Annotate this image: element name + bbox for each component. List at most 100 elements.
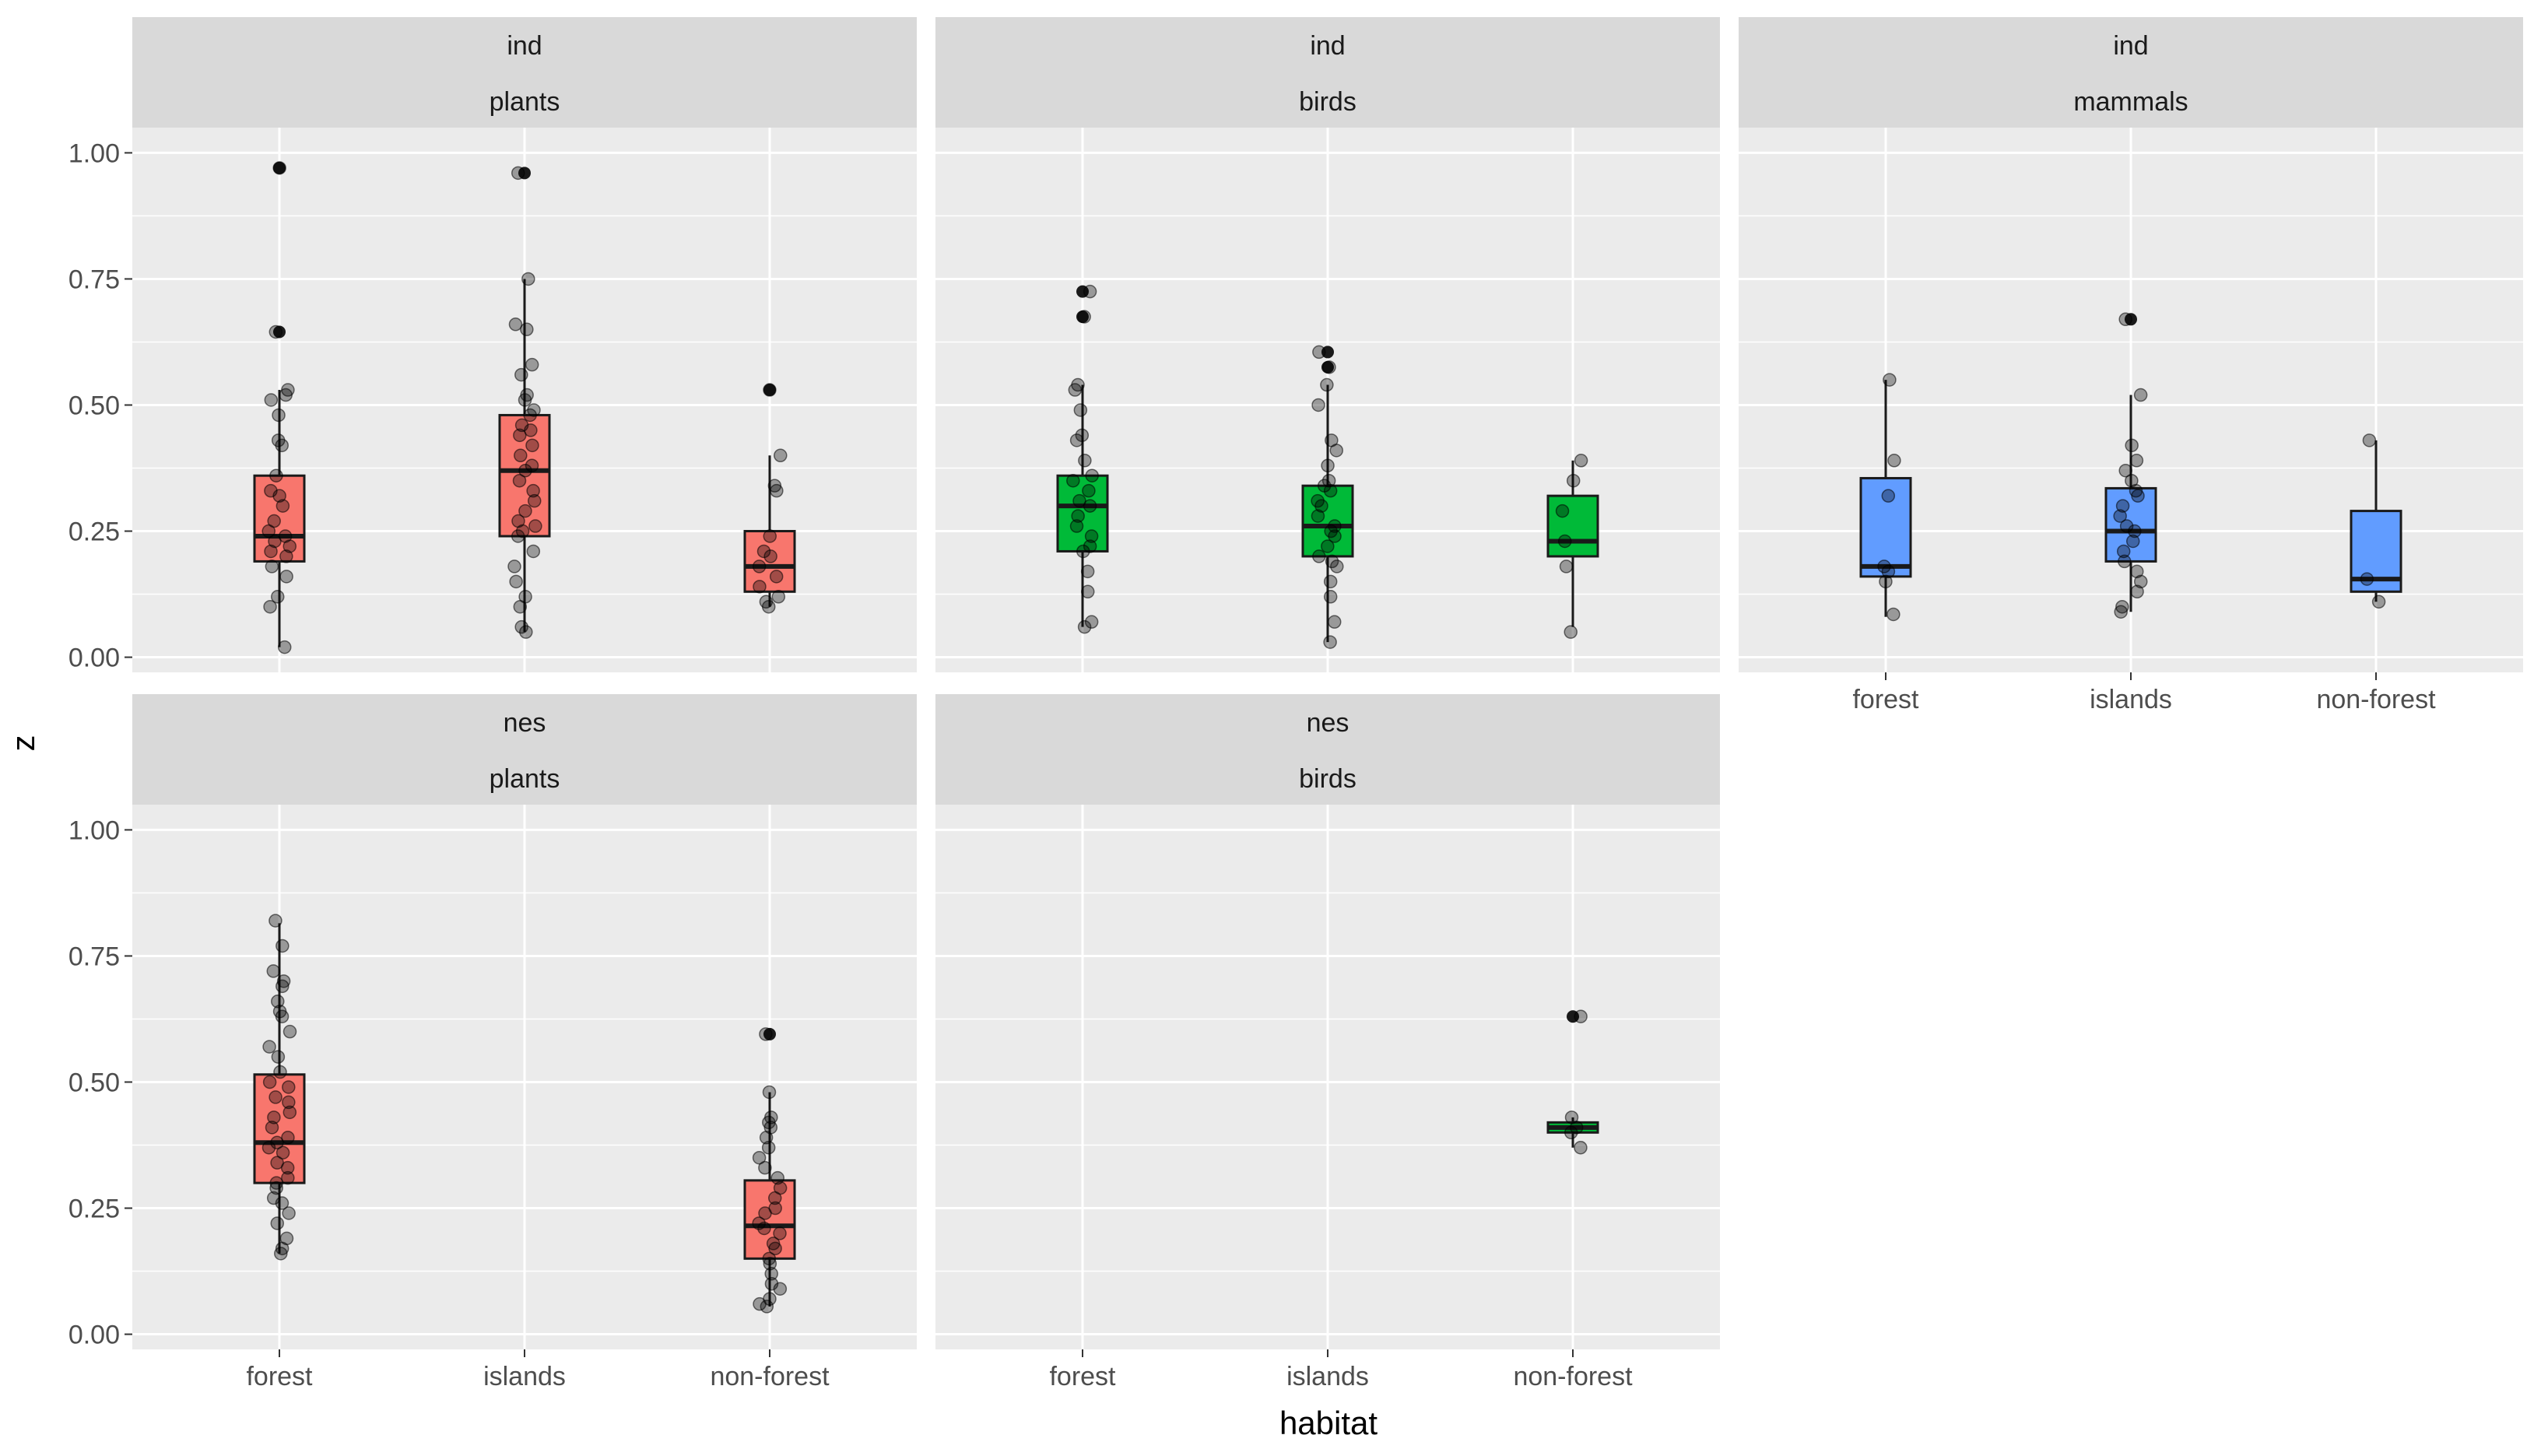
data-point: [283, 1105, 297, 1120]
data-point: [262, 1040, 276, 1054]
data-point: [509, 574, 523, 589]
strip-label-taxon: plants: [490, 764, 560, 794]
data-point: [525, 458, 539, 473]
data-point: [753, 580, 767, 594]
y-tick-label: 0.50: [68, 391, 120, 420]
data-point: [770, 1170, 784, 1185]
facet-strip: [935, 17, 1720, 128]
data-point: [1323, 590, 1338, 604]
data-point: [1321, 458, 1335, 473]
data-point: [1069, 519, 1084, 533]
data-point: [279, 1231, 294, 1246]
data-point: [276, 1146, 290, 1160]
data-point: [1075, 428, 1090, 443]
data-point: [272, 408, 286, 423]
data-point: [265, 560, 279, 574]
data-point: [281, 383, 295, 397]
strip-label-group: nes: [1307, 708, 1349, 738]
data-point: [2133, 388, 2148, 402]
facet-panel-ind-birds: ind birds: [935, 17, 1720, 672]
data-point: [764, 1276, 779, 1291]
box-iqr: [1546, 494, 1599, 558]
data-point: [507, 560, 521, 574]
box-non-forest: [1546, 454, 1599, 639]
data-point: [1323, 635, 1337, 649]
strip-label-taxon: plants: [490, 87, 560, 117]
data-point: [272, 161, 286, 175]
data-point: [2362, 433, 2377, 447]
data-point: [511, 514, 525, 528]
data-point: [275, 1196, 290, 1210]
data-point: [276, 939, 290, 953]
data-point: [270, 1216, 285, 1230]
data-point: [1881, 489, 1896, 503]
data-point: [270, 1156, 284, 1170]
box-non-forest: [1546, 1009, 1599, 1155]
outlier-point: [2125, 313, 2137, 326]
data-point: [1080, 564, 1095, 579]
data-point: [2371, 595, 2386, 609]
data-point: [1312, 345, 1326, 360]
data-point: [526, 483, 540, 498]
outlier-point: [273, 325, 286, 339]
data-point: [1555, 503, 1570, 518]
data-point: [526, 544, 541, 559]
data-point: [759, 595, 774, 609]
data-point: [276, 974, 291, 988]
data-point: [264, 483, 278, 498]
data-point: [271, 590, 285, 604]
data-point: [1320, 377, 1334, 392]
box-forest: [253, 161, 306, 654]
data-point: [767, 479, 782, 493]
data-point: [761, 1140, 776, 1155]
data-point: [514, 418, 529, 433]
data-point: [527, 493, 542, 508]
data-point: [511, 166, 525, 181]
data-point: [1559, 560, 1574, 574]
data-point: [269, 1176, 283, 1190]
data-point: [1574, 1009, 1588, 1023]
data-point: [2125, 534, 2140, 549]
data-point: [271, 995, 285, 1009]
y-tick-label: 1.00: [68, 816, 120, 845]
facet-strip: [132, 17, 917, 128]
data-point: [2360, 572, 2374, 586]
facet-strip: [1739, 17, 2523, 128]
data-point: [1557, 534, 1572, 549]
data-point: [282, 1095, 296, 1110]
outlier-point: [1321, 360, 1334, 374]
y-tick-label: 0.25: [68, 517, 120, 547]
data-point: [2118, 463, 2132, 478]
data-point: [1069, 433, 1084, 447]
facet-panel-ind-plants: ind plants: [132, 17, 917, 672]
data-point: [2125, 473, 2139, 488]
data-point: [1311, 398, 1325, 412]
y-tick-label: 0.50: [68, 1068, 120, 1097]
data-point: [771, 590, 786, 604]
facet-panel-nes-plants: nes plants: [132, 694, 917, 1349]
data-point: [1078, 454, 1092, 468]
data-point: [1574, 1140, 1588, 1155]
data-point: [2118, 312, 2132, 327]
data-point: [1317, 479, 1332, 493]
data-point: [764, 1110, 778, 1124]
data-point: [1883, 373, 1897, 387]
data-point: [759, 1027, 773, 1041]
x-tick-label: forest: [246, 1362, 313, 1391]
data-point: [1327, 615, 1342, 629]
data-point: [2125, 438, 2139, 453]
data-point: [762, 1085, 777, 1100]
box-forest: [1056, 284, 1109, 634]
data-point: [1877, 560, 1891, 574]
data-point: [2130, 584, 2144, 599]
data-point: [514, 367, 528, 382]
x-tick-label: islands: [2090, 685, 2172, 714]
outlier-point: [1076, 285, 1089, 298]
data-point: [528, 519, 542, 533]
data-point: [763, 529, 777, 543]
data-point: [276, 979, 290, 994]
box-islands: [2104, 312, 2157, 619]
box-forest: [1859, 373, 1912, 622]
data-point: [1077, 619, 1092, 634]
data-point: [520, 322, 534, 337]
